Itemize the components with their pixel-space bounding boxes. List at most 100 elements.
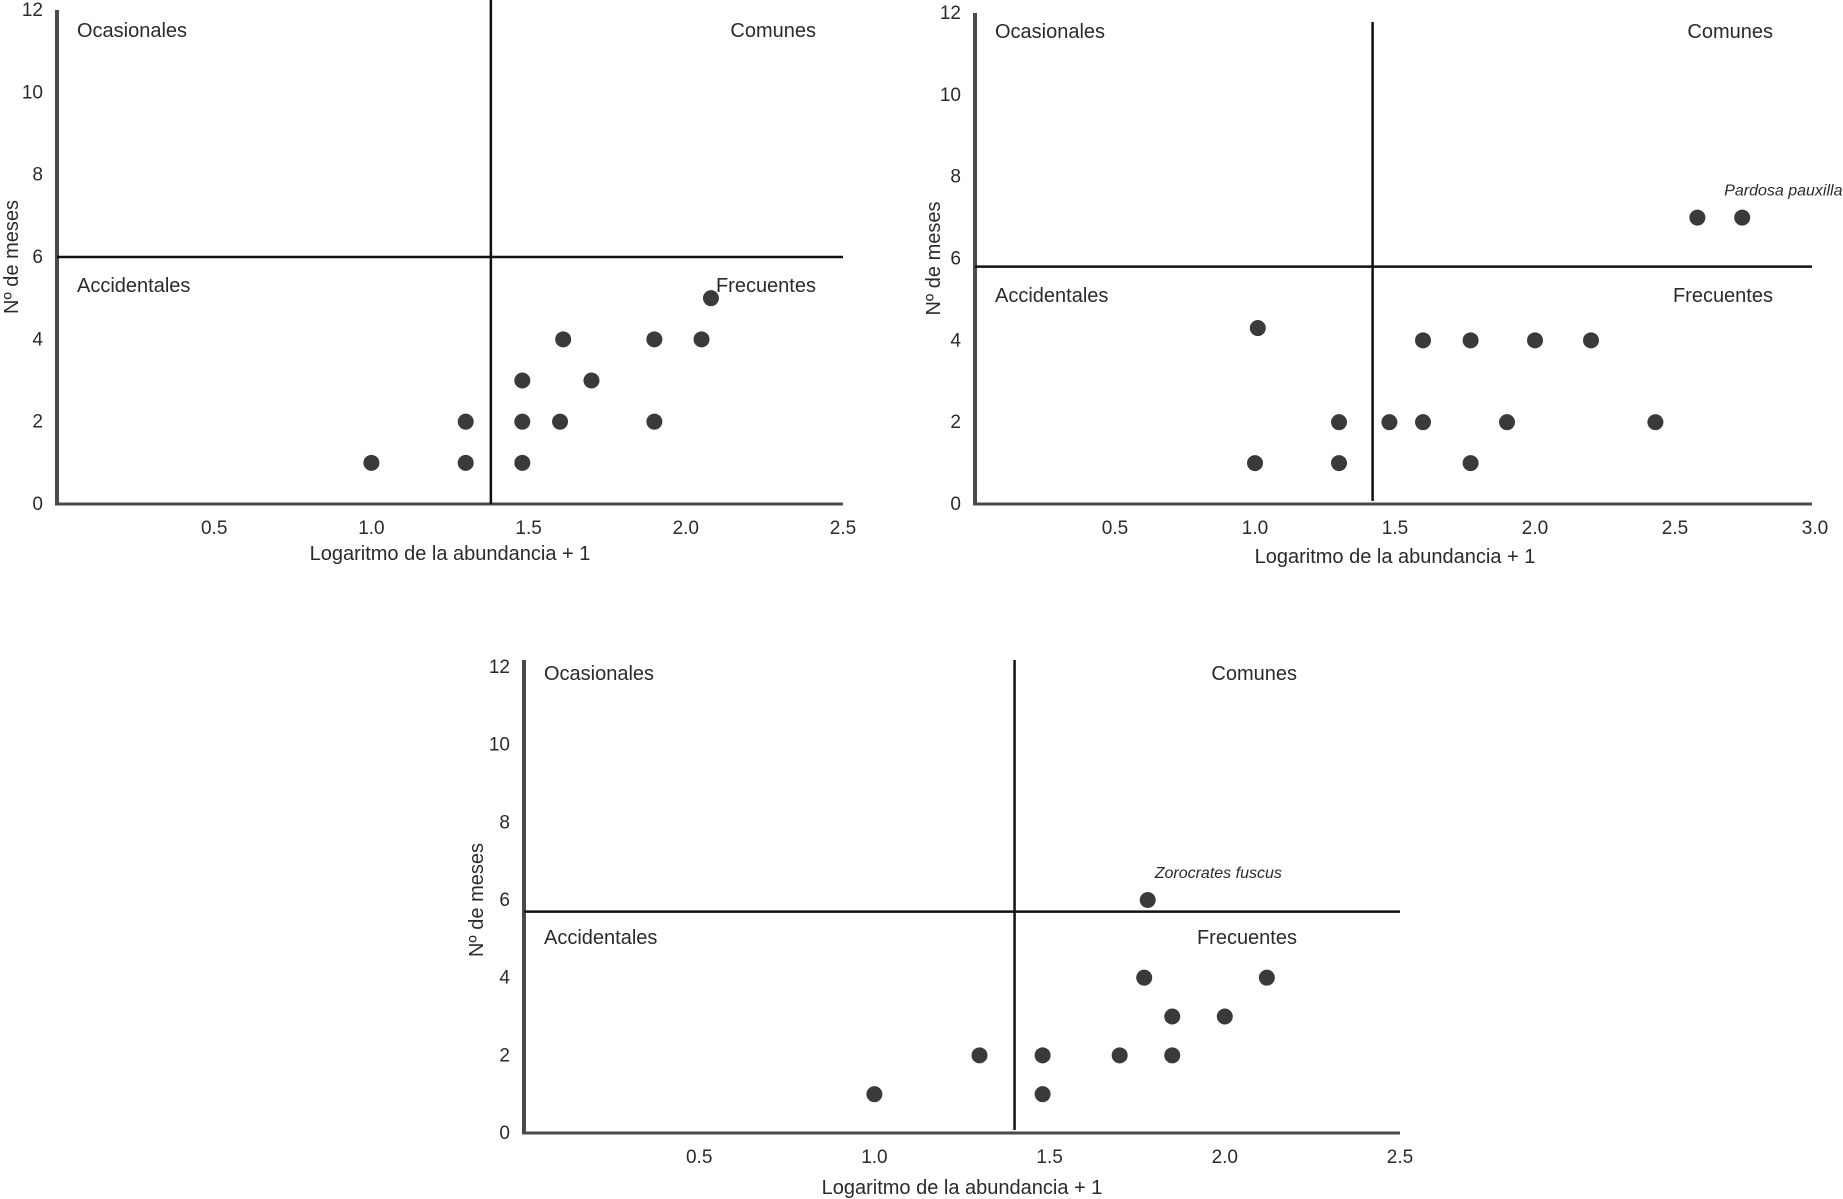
- data-point: [514, 372, 531, 389]
- chart-panel-top-left: 0 2 4 6 8 10 12 0.5 1.0 1.5 2.0 2.5 Logaritmo de la …: [1, 0, 856, 565]
- y-tick-label: 8: [499, 812, 510, 833]
- quadrant-label-bottom-left: Accidentales: [77, 275, 190, 297]
- species-annotation: Zorocrates fuscus: [1154, 865, 1282, 882]
- data-point: [1258, 969, 1275, 986]
- x-tick-label: 2.0: [673, 518, 699, 539]
- data-point: [457, 413, 474, 430]
- x-tick-label: 1.5: [515, 518, 541, 539]
- data-point: [1583, 332, 1599, 349]
- x-tick-label: 1.0: [358, 518, 384, 539]
- y-tick-label: 12: [22, 0, 43, 21]
- y-tick-label: 0: [32, 494, 43, 515]
- y-tick-label: 10: [940, 85, 961, 106]
- x-tick-label: 2.5: [830, 518, 856, 539]
- y-axis-title: Nº de meses: [1, 200, 23, 314]
- y-tick-label: 10: [22, 82, 43, 103]
- data-point: [1164, 1008, 1181, 1025]
- data-point: [1249, 320, 1266, 337]
- data-point: [1034, 1047, 1051, 1064]
- data-point: [1734, 209, 1751, 226]
- x-tick-label: 1.0: [1242, 518, 1268, 539]
- data-point: [1139, 892, 1156, 908]
- data-point: [1136, 969, 1153, 986]
- y-tick-label: 8: [32, 165, 43, 186]
- y-tick-label: 2: [499, 1045, 510, 1066]
- y-tick-label: 0: [499, 1123, 510, 1144]
- y-axis-title: Nº de meses: [923, 201, 945, 315]
- quadrant-label-top-left: Ocasionales: [995, 21, 1105, 43]
- quadrant-label-top-right: Comunes: [1687, 21, 1773, 43]
- data-point: [1415, 332, 1431, 349]
- data-point: [1499, 414, 1515, 431]
- quadrant-label-bottom-left: Accidentales: [995, 285, 1108, 307]
- chart-panel-bottom: 0 2 4 6 8 10 12 0.5 1.0 1.5 2.0 2.5 Logaritmo de la …: [466, 657, 1413, 1199]
- data-point: [514, 454, 531, 471]
- data-point: [646, 413, 663, 430]
- y-tick-label: 4: [499, 968, 510, 989]
- x-tick-label: 3.0: [1802, 518, 1828, 539]
- quadrant-label-bottom-left: Accidentales: [544, 927, 657, 949]
- x-tick-label: 0.5: [686, 1147, 712, 1168]
- data-point: [1647, 414, 1664, 431]
- data-point: [555, 331, 572, 348]
- y-tick-label: 10: [489, 735, 510, 756]
- x-axis-title: Logaritmo de la abundancia + 1: [1255, 546, 1536, 568]
- y-tick-label: 8: [950, 167, 961, 188]
- y-tick-label: 0: [950, 494, 961, 515]
- x-tick-label: 1.5: [1382, 518, 1408, 539]
- y-tick-label: 6: [32, 247, 43, 268]
- x-tick-label: 2.5: [1387, 1147, 1413, 1168]
- data-point: [1331, 414, 1347, 431]
- x-tick-label: 0.5: [1102, 518, 1128, 539]
- data-point: [866, 1086, 883, 1103]
- data-point: [1415, 414, 1431, 431]
- data-point: [552, 413, 569, 430]
- y-tick-label: 4: [950, 330, 961, 351]
- data-point: [457, 454, 474, 471]
- data-point: [1111, 1047, 1128, 1064]
- data-point: [1689, 209, 1706, 226]
- data-point: [1381, 414, 1398, 431]
- quadrant-label-bottom-right: Frecuentes: [1197, 927, 1297, 949]
- data-point: [1462, 455, 1479, 472]
- data-point: [514, 413, 531, 430]
- x-tick-label: 2.5: [1662, 518, 1688, 539]
- y-tick-label: 4: [32, 329, 43, 350]
- data-point: [1527, 332, 1543, 349]
- quadrant-label-top-right: Comunes: [730, 20, 816, 42]
- data-point: [583, 372, 600, 389]
- y-axis-title: Nº de meses: [466, 843, 488, 957]
- y-tick-label: 2: [950, 412, 961, 433]
- x-tick-label: 0.5: [201, 518, 227, 539]
- quadrant-label-top-left: Ocasionales: [544, 663, 654, 685]
- x-axis-title: Logaritmo de la abundancia + 1: [822, 1177, 1103, 1199]
- y-tick-label: 12: [489, 657, 510, 678]
- data-point: [646, 331, 663, 348]
- y-tick-label: 6: [950, 249, 961, 270]
- data-point: [1164, 1047, 1181, 1064]
- x-tick-label: 1.0: [861, 1147, 887, 1168]
- x-tick-label: 2.0: [1522, 518, 1548, 539]
- quadrant-label-bottom-right: Frecuentes: [1673, 285, 1773, 307]
- data-point: [1331, 455, 1347, 472]
- quadrant-label-bottom-right: Frecuentes: [716, 275, 816, 297]
- data-point: [1034, 1086, 1051, 1103]
- x-tick-label: 1.5: [1036, 1147, 1062, 1168]
- quadrant-label-top-right: Comunes: [1211, 663, 1297, 685]
- y-tick-label: 6: [499, 890, 510, 911]
- species-annotation: Pardosa pauxilla: [1724, 183, 1842, 200]
- data-point: [1462, 332, 1479, 349]
- data-point: [971, 1047, 988, 1064]
- y-tick-label: 12: [940, 3, 961, 24]
- data-point: [702, 290, 719, 307]
- data-point: [693, 331, 710, 348]
- x-tick-label: 2.0: [1212, 1147, 1238, 1168]
- y-tick-label: 2: [32, 412, 43, 433]
- chart-panel-top-right: 0 2 4 6 8 10 12 0.5 1.0 1.5 2.0 2.5 3.0 Logaritmo de …: [923, 3, 1843, 568]
- x-axis-title: Logaritmo de la abundancia + 1: [310, 543, 591, 565]
- data-point: [1247, 455, 1263, 472]
- quadrant-label-top-left: Ocasionales: [77, 20, 187, 42]
- data-point: [363, 454, 380, 471]
- data-point: [1216, 1008, 1233, 1025]
